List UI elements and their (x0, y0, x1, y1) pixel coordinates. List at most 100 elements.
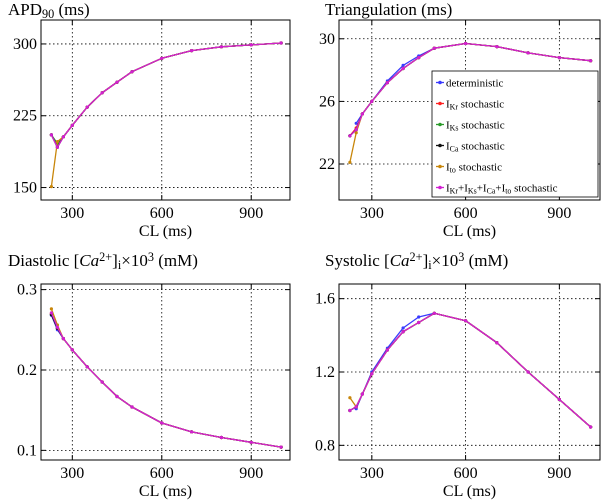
data-point (160, 421, 164, 425)
series-line (50, 42, 282, 148)
data-point (401, 63, 405, 67)
x-tick-label: 900 (239, 465, 263, 482)
data-point (354, 405, 358, 409)
data-point (61, 135, 65, 139)
legend-entry: IKs stochastic (446, 120, 505, 133)
x-tick-label: 300 (60, 465, 84, 482)
chart-title: Diastolic [Ca2+]i×103 (mM) (8, 250, 198, 272)
series-line (349, 312, 592, 428)
chart-title: Triangulation (ms) (325, 0, 452, 19)
data-point (348, 408, 352, 413)
data-point (130, 405, 134, 409)
x-tick-label: 300 (360, 205, 384, 222)
chart-panel-4: Systolic [Ca2+]i×103 (mM) 300 600 900 0.8 1.2… (315, 250, 601, 500)
data-point (557, 56, 562, 60)
data-point (432, 311, 436, 315)
data-point (589, 59, 593, 63)
data-point (115, 80, 119, 84)
axes-frame (40, 283, 291, 461)
data-point (348, 160, 352, 164)
data-point (401, 326, 405, 330)
data-point (160, 56, 164, 60)
series-line (50, 313, 282, 448)
x-tick-label: 600 (150, 205, 174, 222)
data-point (360, 112, 364, 116)
series-line (349, 312, 592, 428)
data-point (279, 445, 283, 449)
x-axis-label: CL (ms) (139, 483, 192, 500)
data-point (370, 372, 374, 376)
legend-entry: IKr+IKs+ICa+Ito stochastic (446, 183, 558, 196)
y-tick-label: 1.2 (315, 364, 335, 381)
data-point (464, 319, 468, 323)
data-point (370, 99, 374, 103)
data-point (55, 145, 60, 149)
x-tick-label: 600 (454, 205, 478, 222)
x-axis-label: CL (ms) (443, 483, 496, 500)
axes-frame (338, 19, 601, 201)
data-point (219, 45, 223, 49)
data-point (385, 348, 389, 352)
legend-entry: ICa stochastic (446, 141, 505, 154)
series-line (349, 312, 592, 428)
chart-panel-2: Triangulation (ms) 300 600 900 22 26 30 CL (ms)… (319, 0, 601, 240)
data-point (190, 49, 194, 53)
y-tick-label: 26 (319, 93, 335, 110)
data-point (495, 341, 499, 345)
series-line (50, 42, 282, 145)
data-point (190, 430, 194, 434)
chart-title: Systolic [Ca2+]i×103 (mM) (325, 250, 508, 272)
legend-marker (438, 143, 442, 148)
x-tick-label: 600 (454, 465, 478, 482)
data-point (55, 325, 60, 329)
y-tick-label: 30 (319, 31, 335, 48)
x-axis-label: CL (ms) (139, 223, 192, 240)
series-line (349, 312, 592, 428)
axes-frame (338, 283, 601, 461)
axes-frame (40, 19, 291, 201)
data-point (130, 70, 134, 74)
data-point (354, 128, 358, 132)
legend-box (431, 70, 599, 198)
series-line (50, 42, 282, 148)
x-tick-label: 300 (360, 465, 384, 482)
data-point (385, 81, 389, 85)
data-point (55, 140, 60, 144)
data-point (85, 365, 89, 369)
data-point (49, 185, 54, 189)
y-tick-label: 150 (13, 180, 37, 197)
data-point (100, 91, 104, 95)
data-point (61, 337, 65, 341)
series-line (349, 312, 592, 428)
series-line (50, 314, 282, 448)
data-point (401, 330, 405, 334)
legend-entry: IKr stochastic (446, 99, 504, 112)
data-point (249, 43, 253, 47)
legend-marker (438, 185, 442, 190)
series-line (50, 312, 282, 448)
y-tick-label: 225 (13, 108, 37, 125)
y-tick-label: 1.6 (315, 291, 335, 308)
data-point (49, 133, 54, 137)
legend-entry: Ito stochastic (446, 162, 502, 175)
chart-title: APD90 (ms) (8, 0, 90, 21)
data-point (526, 370, 530, 374)
data-point (100, 380, 104, 384)
data-point (70, 348, 74, 352)
data-point (417, 315, 421, 319)
x-tick-label: 300 (60, 205, 84, 222)
data-point (249, 440, 253, 444)
x-axis-label: CL (ms) (443, 223, 496, 240)
data-point (49, 307, 54, 311)
data-point (354, 121, 358, 125)
data-point (348, 396, 352, 400)
data-point (557, 397, 562, 402)
legend-entry: deterministic (446, 78, 504, 90)
chart-panel-3: Diastolic [Ca2+]i×103 (mM) 300 600 900 0.1 0.… (8, 250, 291, 500)
data-point (417, 56, 421, 60)
data-point (348, 134, 352, 138)
legend-marker (438, 122, 442, 127)
data-point (70, 123, 74, 127)
data-point (589, 425, 593, 429)
